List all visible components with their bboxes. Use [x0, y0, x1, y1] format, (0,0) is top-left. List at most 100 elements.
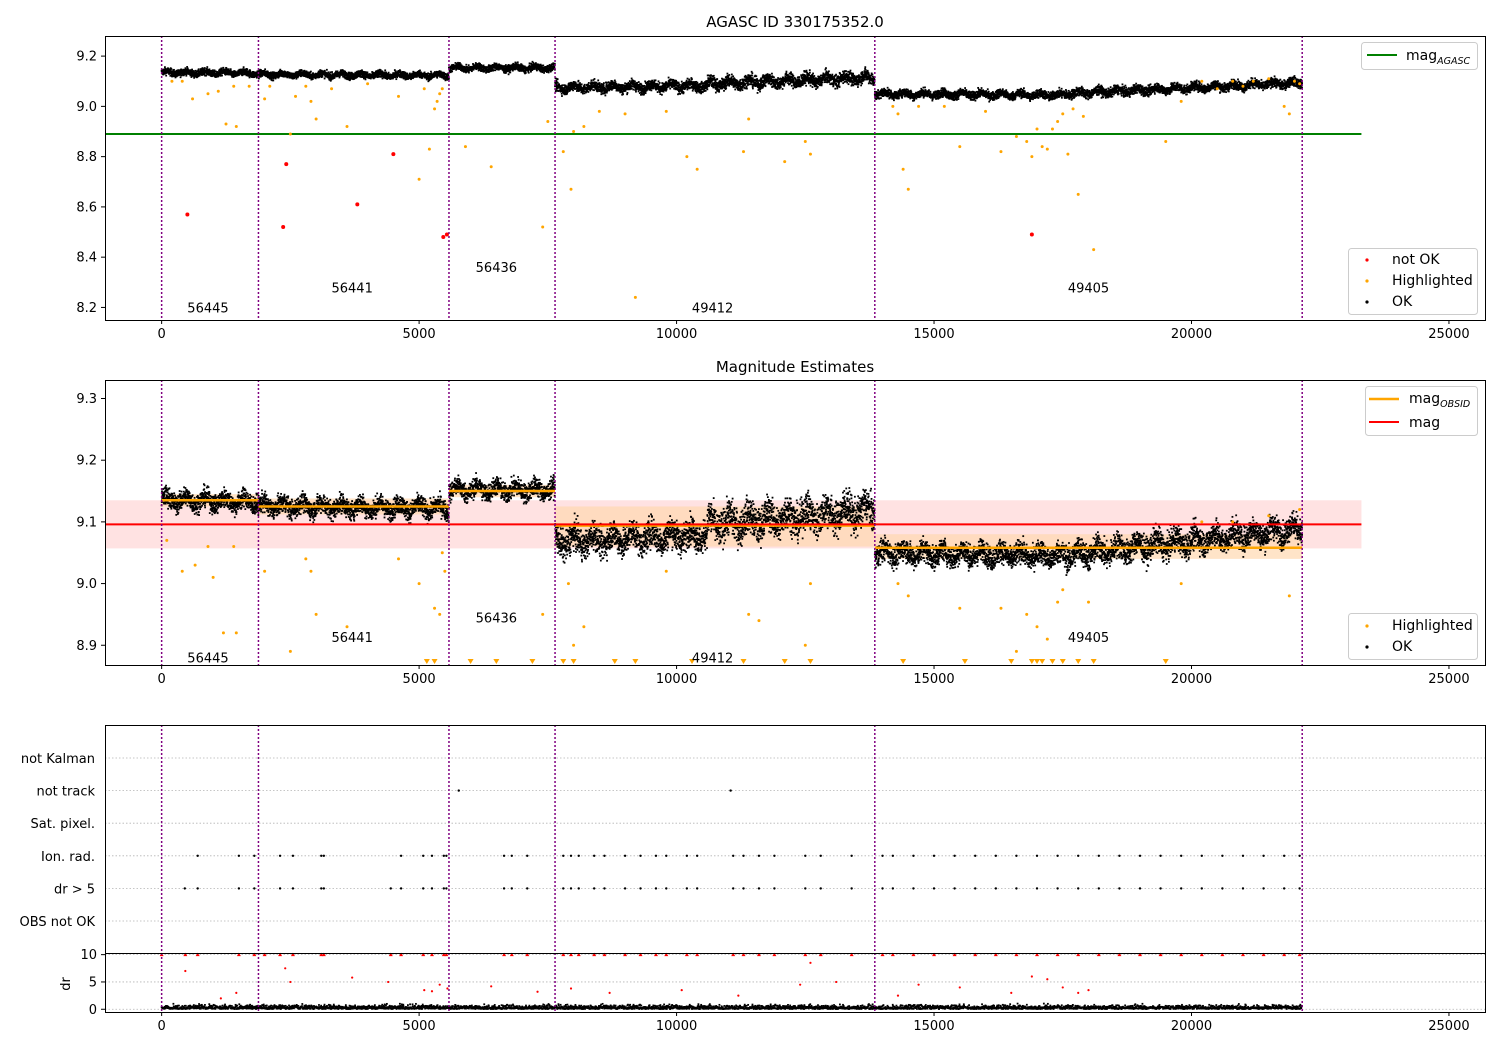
ok-point — [648, 80, 651, 83]
ok-point — [325, 68, 328, 71]
ok-point — [210, 69, 212, 72]
ok-point — [331, 73, 334, 76]
ok-point — [697, 84, 700, 87]
ok-point — [203, 67, 206, 69]
ok-point — [635, 84, 638, 86]
ok-point — [700, 91, 703, 93]
ok-point — [286, 71, 289, 73]
ok-point — [573, 85, 576, 88]
ok-point — [701, 91, 704, 94]
ok-point — [383, 73, 386, 76]
ok-point — [595, 81, 598, 84]
ok-point — [593, 78, 596, 80]
ok-point — [647, 81, 649, 84]
ok-point — [520, 65, 523, 68]
ok-point — [394, 72, 397, 75]
ok-point — [600, 93, 603, 96]
ok-point — [719, 86, 722, 88]
ok-point — [357, 72, 360, 74]
ok-point — [622, 84, 625, 87]
ok-point — [478, 65, 480, 67]
ok-point — [704, 87, 707, 90]
ok-point — [504, 64, 507, 66]
ok-point — [167, 69, 170, 72]
ok-point — [531, 60, 534, 63]
ok-point — [712, 74, 715, 77]
ok-point — [321, 75, 324, 78]
ok-point — [506, 68, 509, 71]
ok-point — [505, 66, 508, 69]
ok-point — [421, 76, 424, 79]
ok-point — [478, 62, 481, 65]
ok-point — [690, 77, 693, 79]
ok-point — [571, 88, 574, 91]
ok-point — [654, 79, 657, 82]
ok-point — [635, 90, 637, 93]
ok-point — [633, 83, 636, 86]
ok-point — [184, 67, 187, 70]
ok-point — [560, 92, 563, 95]
ok-point — [232, 71, 235, 74]
ok-point — [675, 81, 678, 83]
ok-point — [631, 79, 634, 82]
ok-point — [339, 69, 342, 72]
ok-point — [555, 77, 558, 80]
ok-point — [328, 78, 331, 81]
ok-point — [588, 84, 591, 87]
ok-point — [698, 83, 701, 86]
ok-point — [255, 76, 258, 79]
ok-point — [326, 72, 329, 75]
ok-point — [206, 70, 208, 73]
ok-point — [430, 77, 433, 80]
ok-point — [630, 87, 633, 90]
ok-point — [714, 83, 716, 86]
ok-point — [324, 74, 326, 77]
ok-point — [360, 73, 363, 76]
ok-point — [295, 73, 298, 76]
ok-point — [403, 76, 406, 79]
ok-point — [454, 62, 457, 64]
ok-point — [406, 75, 408, 78]
ok-point — [587, 91, 590, 93]
ok-point — [244, 72, 247, 75]
ok-point — [506, 65, 509, 67]
ok-point — [272, 71, 275, 74]
ok-point — [568, 87, 571, 90]
ok-point — [306, 71, 309, 74]
ok-point — [658, 85, 661, 88]
ok-point — [193, 70, 195, 73]
ok-point — [219, 74, 222, 77]
ok-point — [465, 63, 468, 66]
ok-point — [693, 86, 696, 88]
ok-point — [565, 87, 568, 90]
ok-point — [507, 66, 510, 69]
ok-point — [645, 83, 648, 86]
ok-point — [607, 81, 610, 84]
ok-point — [440, 71, 443, 74]
ok-point — [718, 89, 720, 92]
ok-point — [589, 86, 592, 89]
ok-point — [400, 76, 403, 79]
ok-point — [589, 82, 592, 85]
ok-point — [164, 66, 166, 69]
ok-point — [279, 68, 282, 71]
ok-point — [449, 71, 452, 74]
ok-point — [579, 84, 582, 86]
ok-point — [713, 78, 716, 81]
ok-point — [698, 86, 701, 89]
ok-point — [185, 73, 188, 75]
ok-point — [724, 88, 727, 91]
ok-point — [295, 71, 298, 74]
ok-point — [642, 85, 644, 87]
ok-point — [567, 85, 569, 87]
ok-point — [633, 80, 635, 83]
ok-point — [639, 83, 642, 86]
ok-point — [203, 72, 206, 75]
ok-point — [213, 69, 216, 72]
ok-point — [199, 68, 202, 70]
ok-point — [509, 69, 512, 72]
ok-point — [567, 86, 569, 89]
ok-point — [532, 61, 535, 64]
ok-point — [271, 79, 274, 82]
ok-point — [539, 70, 542, 73]
